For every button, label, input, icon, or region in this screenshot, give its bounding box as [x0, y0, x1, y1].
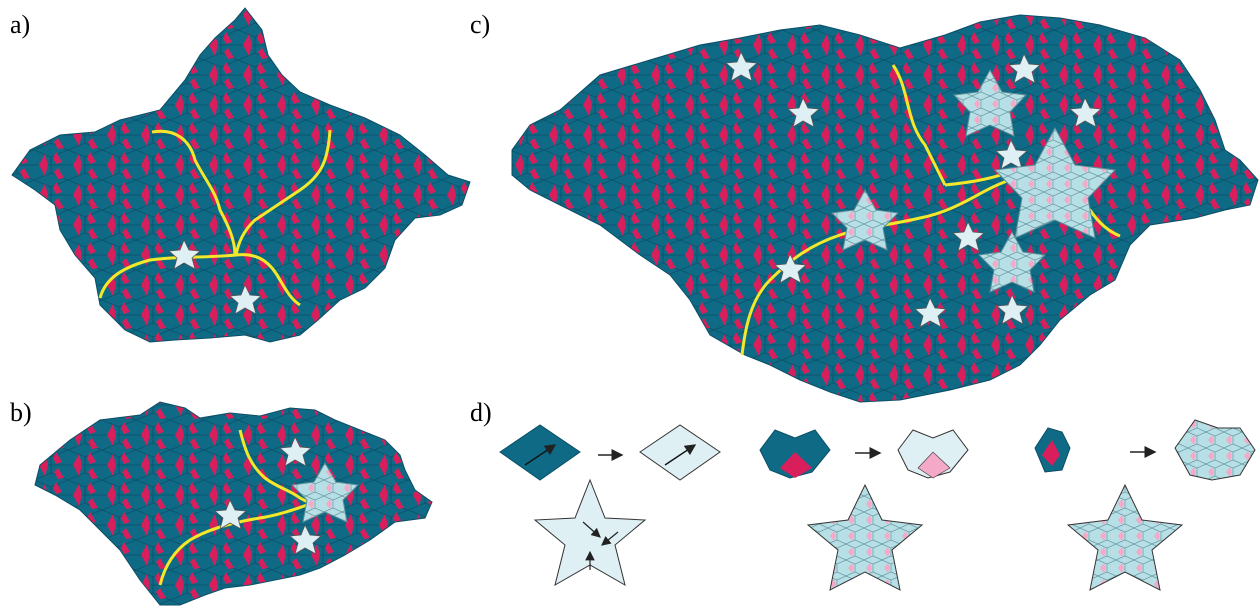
light-flower-c-4	[977, 230, 1047, 293]
path-a-1	[151, 129, 237, 256]
panel-d-diagrams	[499, 419, 1256, 591]
light-flower-c-1	[952, 68, 1028, 137]
tiling-b-region	[34, 401, 433, 606]
star-cluster-c-5	[995, 139, 1028, 170]
light-flower-d-1	[806, 483, 924, 591]
teal-small-pink-part	[1042, 440, 1060, 466]
tiling-a-region	[11, 7, 471, 343]
light-flower-c-2	[830, 188, 900, 251]
star-cluster-b-3	[289, 524, 322, 555]
light-cluster-pink-part	[917, 451, 951, 479]
panel-label-a: a)	[10, 10, 31, 39]
teal-rhomb	[499, 424, 581, 481]
star-cluster-c-9	[996, 294, 1029, 325]
star-arrow-1	[582, 521, 601, 538]
star-cluster-c-7	[774, 253, 807, 284]
rhomb-arrow-dark	[524, 444, 557, 466]
tiling-c-region	[511, 14, 1259, 403]
rhomb-arrow-light	[664, 444, 697, 466]
panel-label-b: b)	[10, 398, 32, 427]
light-flower-b	[290, 462, 360, 523]
star-cluster-c-8	[914, 297, 947, 328]
star-cluster-c-1	[725, 51, 758, 82]
star-cluster-a-1	[168, 239, 201, 270]
star-cluster-c-3	[1008, 53, 1041, 84]
star-cluster-a-2	[229, 284, 262, 315]
panel-c-tiling	[511, 14, 1259, 403]
light-flower-c-3	[993, 126, 1117, 239]
panel-a-tiling	[11, 7, 471, 343]
star-cluster-c-4	[1069, 97, 1102, 128]
path-c-1	[891, 64, 947, 186]
star-cluster-b-2	[214, 499, 247, 530]
light-small-cluster	[1174, 419, 1256, 481]
path-a-2	[234, 129, 332, 256]
panel-label-c: c)	[470, 10, 491, 39]
light-rhomb	[639, 424, 721, 481]
star-cluster-c-2	[787, 97, 820, 128]
star-cluster-c-6	[952, 221, 985, 252]
teal-cluster-pink-part	[780, 452, 812, 478]
star-cluster-b-1	[279, 436, 312, 467]
path-a-3	[98, 253, 301, 307]
light-flower-d-2	[1066, 483, 1184, 591]
star-arrow-2	[601, 531, 619, 546]
panel-label-d: d)	[470, 398, 492, 427]
panel-b-tiling	[34, 401, 433, 606]
